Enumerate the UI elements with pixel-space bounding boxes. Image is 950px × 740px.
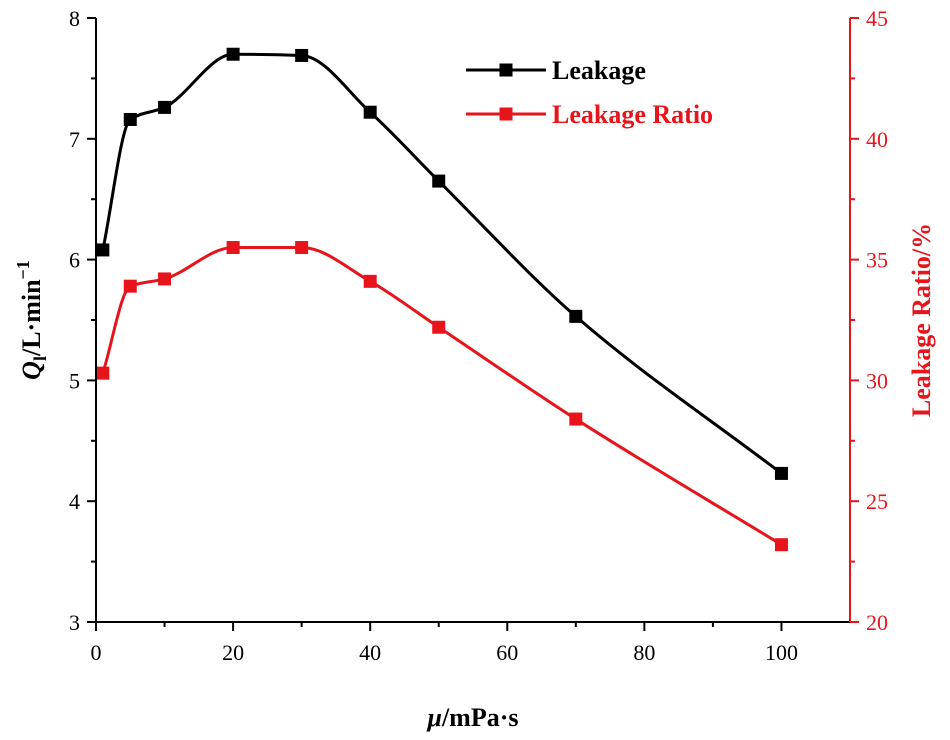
x-axis-title-symbol: μ xyxy=(425,703,441,732)
right-y-tick-label: 20 xyxy=(866,610,888,635)
series-leakage xyxy=(96,47,788,480)
right-y-tick-label: 45 xyxy=(866,6,888,31)
data-point-leakage xyxy=(96,243,110,257)
right-y-tick-label: 30 xyxy=(866,368,888,393)
series-line-leakage-ratio xyxy=(101,246,783,546)
data-point-leakage-ratio xyxy=(569,412,583,426)
legend-item-leakage: Leakage xyxy=(466,56,646,85)
data-point-leakage-ratio xyxy=(774,538,788,552)
left-y-tick-label: 4 xyxy=(69,489,80,514)
x-tick-label: 0 xyxy=(91,640,102,665)
data-point-leakage-ratio xyxy=(226,241,240,255)
x-axis-title-unit: /mPa·s xyxy=(441,703,519,732)
data-point-leakage xyxy=(158,100,172,114)
x-tick-label: 100 xyxy=(765,640,798,665)
data-point-leakage xyxy=(569,309,583,323)
data-point-leakage-ratio xyxy=(96,366,110,380)
legend-marker-leakage-ratio xyxy=(499,107,513,121)
series-leakage-ratio xyxy=(96,241,788,552)
legend: Leakage Leakage Ratio xyxy=(466,56,713,129)
left-y-axis-title-unit: /L·min xyxy=(17,279,46,357)
data-point-leakage xyxy=(774,466,788,480)
right-y-tick-label: 40 xyxy=(866,127,888,152)
left-y-axis-title: Ql/L·min−1 xyxy=(13,260,50,380)
data-point-leakage-ratio xyxy=(158,272,172,286)
data-point-leakage xyxy=(363,105,377,119)
x-tick-label: 40 xyxy=(359,640,381,665)
left-y-axis-title-subscript: l xyxy=(30,356,50,361)
data-point-leakage xyxy=(226,47,240,61)
data-point-leakage-ratio xyxy=(295,241,309,255)
plot-area xyxy=(96,47,788,552)
left-y-axis-title-symbol: Q xyxy=(17,361,46,380)
legend-label-leakage: Leakage xyxy=(552,56,646,85)
x-tick-label: 80 xyxy=(633,640,655,665)
left-y-axis-title-superscript: −1 xyxy=(13,260,33,279)
legend-label-leakage-ratio: Leakage Ratio xyxy=(552,100,713,129)
axes: 0 20 40 60 80 100345678202530354045μ/mPa·sQl/… xyxy=(13,6,936,732)
x-axis-title: μ/mPa·s xyxy=(425,703,518,732)
right-y-tick-label: 35 xyxy=(866,248,888,273)
data-point-leakage-ratio xyxy=(363,274,377,288)
left-y-tick-label: 7 xyxy=(69,127,80,152)
left-y-tick-label: 8 xyxy=(69,6,80,31)
data-point-leakage xyxy=(123,112,137,126)
x-tick-label: 20 xyxy=(222,640,244,665)
legend-marker-leakage xyxy=(499,63,513,77)
left-y-tick-label: 3 xyxy=(69,610,80,635)
right-y-tick-label: 25 xyxy=(866,489,888,514)
right-y-axis-title: Leakage Ratio/% xyxy=(907,223,936,417)
x-tick-label: 60 xyxy=(496,640,518,665)
data-point-leakage-ratio xyxy=(123,279,137,293)
legend-item-leakage-ratio: Leakage Ratio xyxy=(466,100,713,129)
data-point-leakage-ratio xyxy=(432,320,446,334)
data-point-leakage xyxy=(295,48,309,62)
left-y-tick-label: 6 xyxy=(69,248,80,273)
left-y-tick-label: 5 xyxy=(69,368,80,393)
data-point-leakage xyxy=(432,174,446,188)
